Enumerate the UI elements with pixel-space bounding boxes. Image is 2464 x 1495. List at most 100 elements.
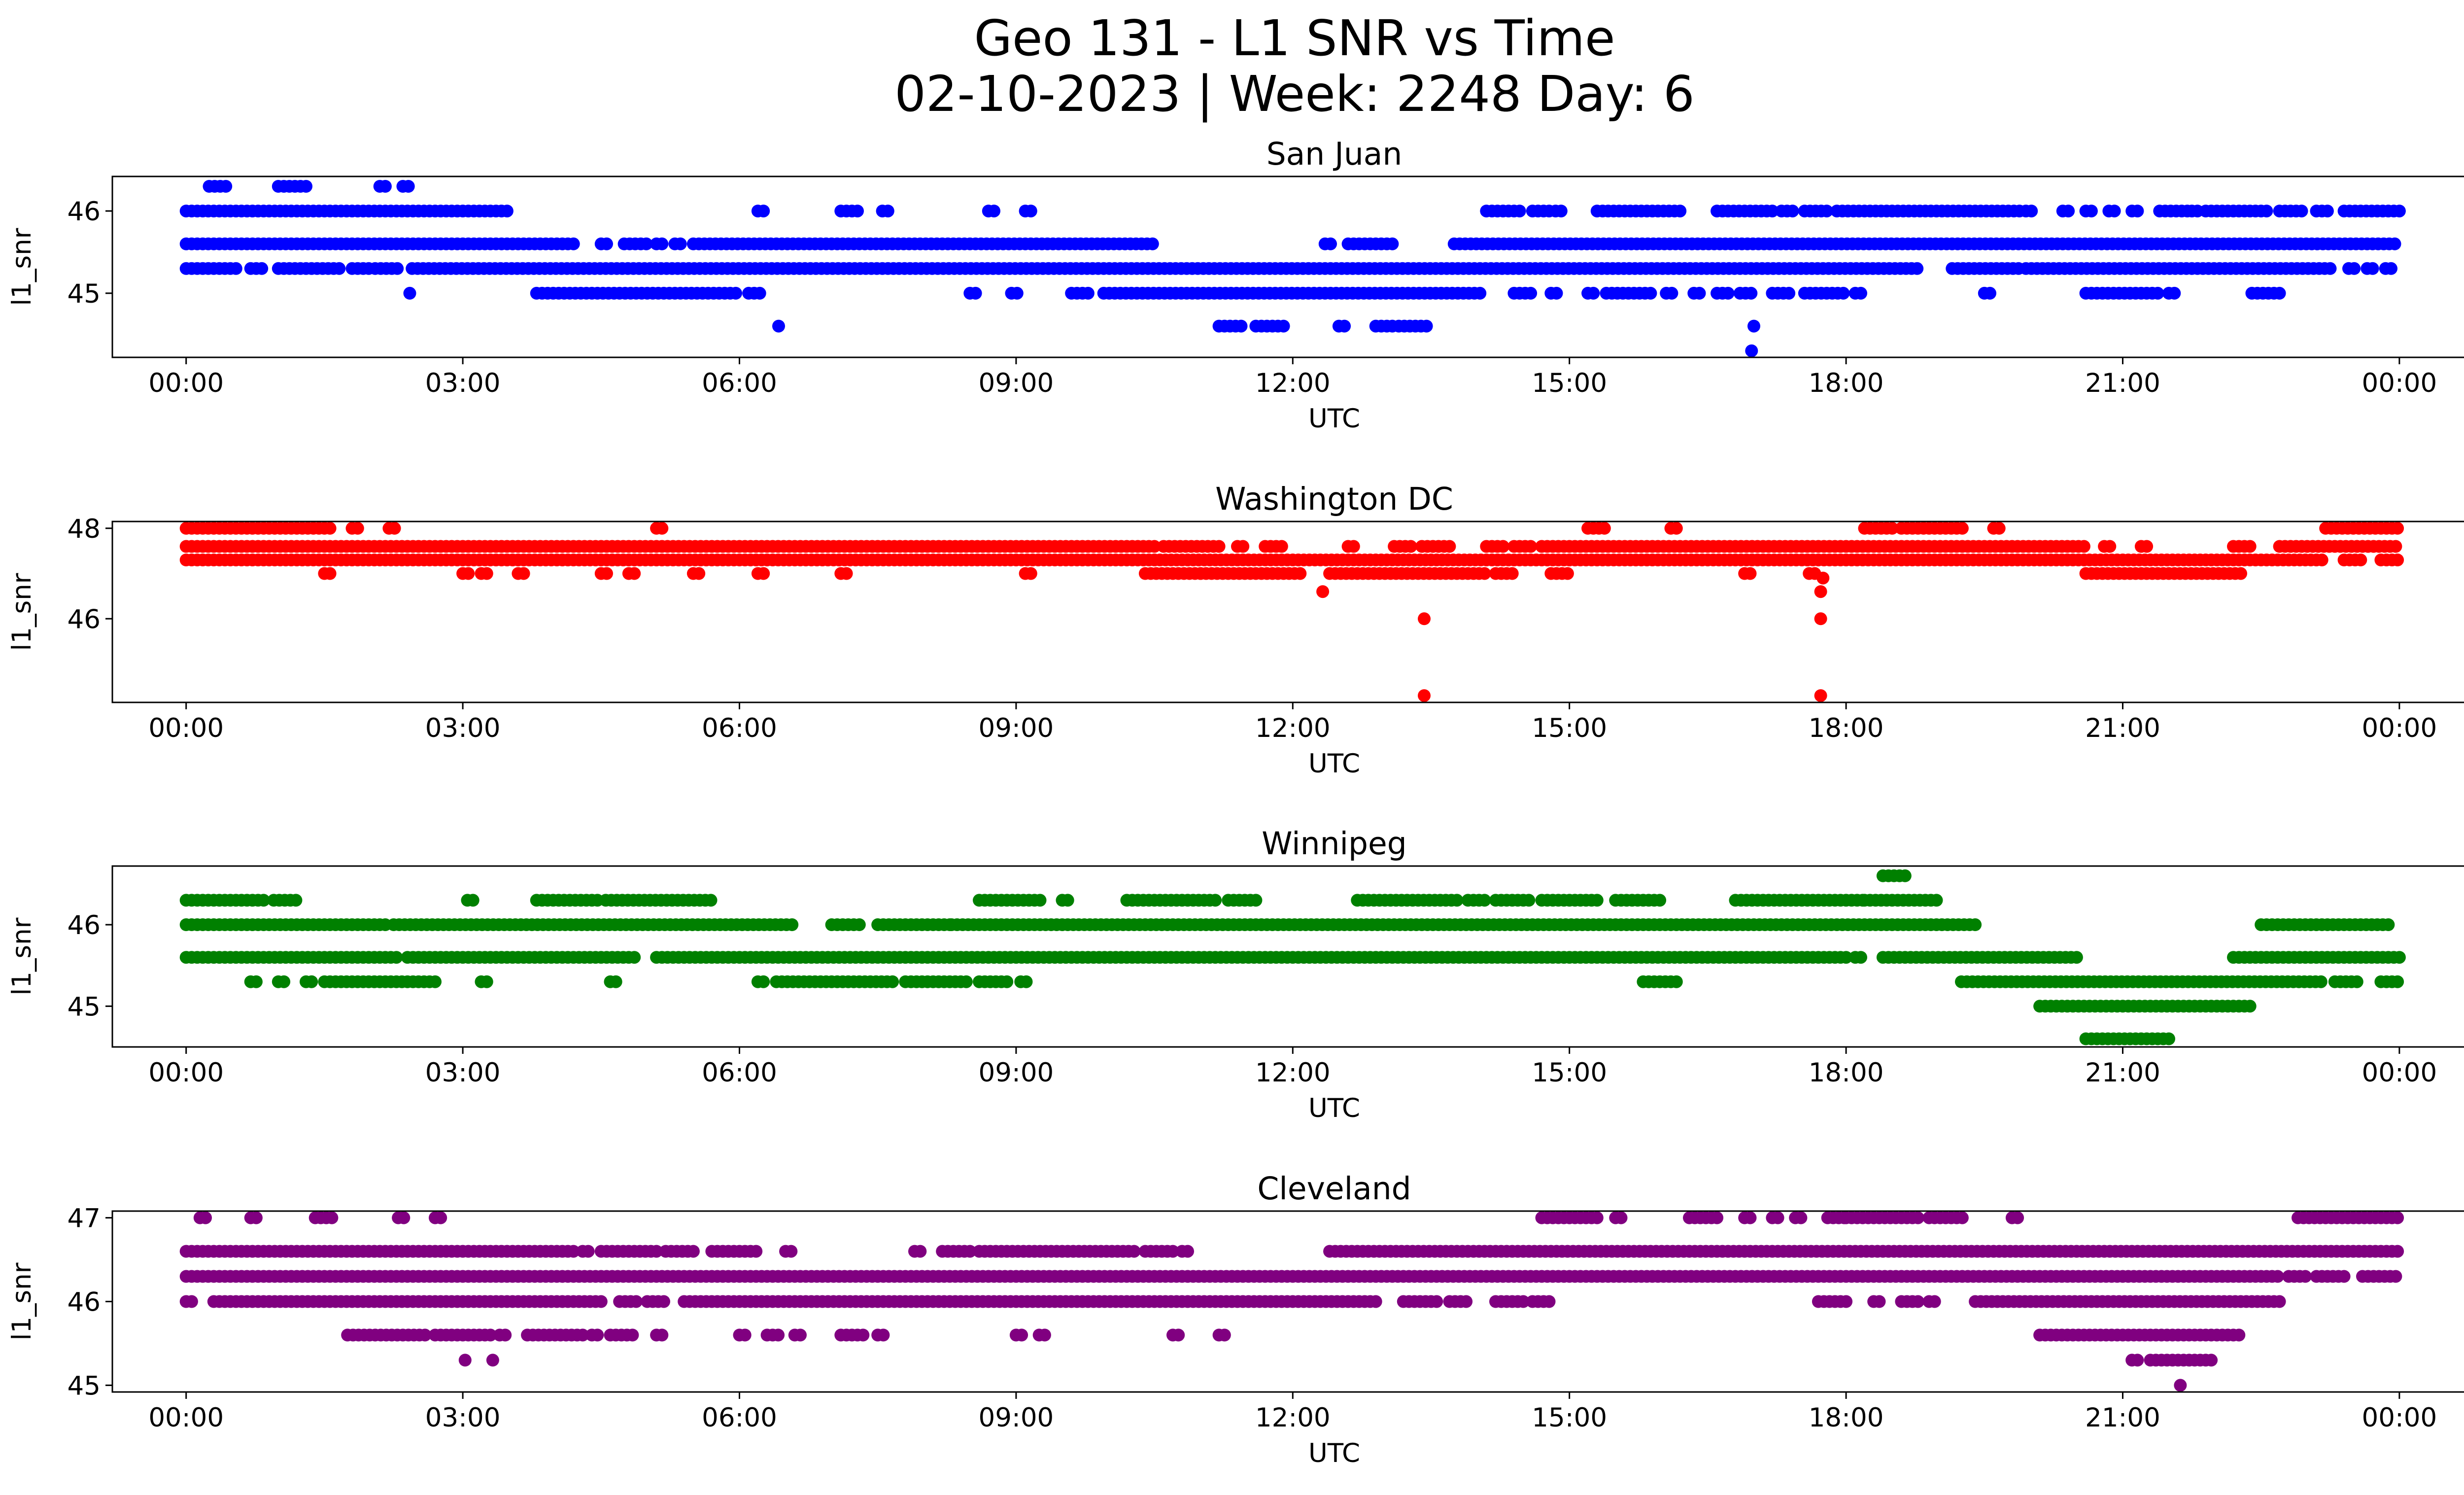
data-point <box>1820 205 1833 218</box>
data-point <box>1912 1211 1924 1224</box>
data-point <box>657 1295 670 1308</box>
x-tick-label: 21:00 <box>2085 1058 2160 1088</box>
data-point <box>594 1295 608 1308</box>
y-tick-label: 45 <box>68 992 101 1022</box>
data-point <box>462 567 475 580</box>
x-tick-label: 06:00 <box>702 1403 777 1433</box>
data-point <box>1338 319 1351 333</box>
data-point <box>1024 567 1037 580</box>
data-point <box>1000 975 1014 988</box>
data-point <box>988 205 1000 218</box>
subplot-0: 00:00 03:00 06:00 09:00 12:00 15:00 18:00 21:00… <box>7 136 2464 434</box>
x-axis-label: UTC <box>1308 1093 1360 1123</box>
data-point <box>786 918 799 931</box>
data-point <box>1166 1245 1179 1258</box>
data-point <box>1928 1295 1941 1308</box>
data-point <box>2077 540 2090 553</box>
data-point <box>2232 1328 2246 1342</box>
x-tick-label: 21:00 <box>2085 1403 2160 1433</box>
data-point <box>655 1328 669 1342</box>
data-point <box>1744 1211 1757 1224</box>
x-tick-label: 03:00 <box>425 713 501 743</box>
data-point <box>1478 894 1491 907</box>
subplot-title: Cleveland <box>1257 1171 1411 1207</box>
x-tick-label: 00:00 <box>2362 1058 2437 1088</box>
data-point <box>2131 205 2144 218</box>
data-point <box>2243 1000 2257 1013</box>
data-point <box>1128 1245 1141 1258</box>
figure-title-line1: Geo 131 - L1 SNR vs Time <box>974 9 1615 67</box>
data-point <box>877 1328 890 1342</box>
x-tick-label: 21:00 <box>2085 713 2160 743</box>
data-point <box>277 975 291 988</box>
data-point <box>1854 951 1867 964</box>
data-point <box>1347 540 1360 553</box>
data-point <box>1081 286 1095 300</box>
data-point <box>2391 522 2404 535</box>
data-point <box>753 286 766 300</box>
data-point <box>2062 205 2075 218</box>
data-point <box>1969 918 1982 931</box>
data-point <box>1771 1211 1784 1224</box>
data-point <box>609 975 622 988</box>
data-point <box>2299 1270 2312 1283</box>
data-point <box>391 262 404 275</box>
data-point <box>840 567 853 580</box>
subplot-title: Winnipeg <box>1262 826 1407 862</box>
data-point <box>1745 286 1758 300</box>
data-point <box>851 205 864 218</box>
data-point <box>914 1245 927 1258</box>
data-point <box>325 1211 339 1224</box>
y-tick-label: 45 <box>68 1371 101 1401</box>
data-point <box>692 567 706 580</box>
data-point <box>2315 554 2328 566</box>
x-tick-label: 15:00 <box>1532 1058 1607 1088</box>
data-point <box>1590 894 1604 907</box>
data-point <box>640 237 653 250</box>
subplot-1: 00:00 03:00 06:00 09:00 12:00 15:00 18:00 21:00… <box>7 481 2464 779</box>
data-point <box>881 205 894 218</box>
x-tick-label: 06:00 <box>702 713 777 743</box>
data-point <box>757 205 770 218</box>
data-point <box>2366 262 2379 275</box>
data-point <box>2103 540 2117 553</box>
data-point <box>1840 951 1853 964</box>
data-point <box>1148 540 1161 553</box>
data-point <box>458 1354 472 1367</box>
data-point <box>2295 205 2308 218</box>
data-point <box>1473 286 1487 300</box>
data-point <box>794 1328 807 1342</box>
data-point <box>1814 612 1827 626</box>
data-point <box>567 237 580 250</box>
data-point <box>1172 1328 1185 1342</box>
data-point <box>650 1245 663 1258</box>
x-tick-label: 15:00 <box>1532 713 1607 743</box>
data-point <box>2260 205 2273 218</box>
data-point <box>255 262 269 275</box>
data-point <box>655 522 669 535</box>
data-point <box>388 522 401 535</box>
y-tick-label: 46 <box>68 604 101 634</box>
data-point <box>2337 1270 2351 1283</box>
data-point <box>1218 1328 1231 1342</box>
x-tick-label: 12:00 <box>1255 1058 1331 1088</box>
data-point <box>1324 237 1337 250</box>
data-point <box>856 1328 870 1342</box>
data-point <box>1693 286 1706 300</box>
data-point <box>1033 894 1047 907</box>
data-point <box>1420 319 1433 333</box>
data-point <box>1992 522 2006 535</box>
data-point <box>219 180 233 193</box>
data-point <box>1711 1211 1724 1224</box>
axes-frame <box>111 865 2464 1048</box>
data-point <box>1249 894 1263 907</box>
data-point <box>591 1328 604 1342</box>
data-point <box>517 567 530 580</box>
data-point <box>500 205 513 218</box>
x-tick-label: 00:00 <box>2362 368 2437 398</box>
data-point <box>1460 1295 1473 1308</box>
data-point <box>757 975 770 988</box>
x-tick-label: 00:00 <box>148 1403 224 1433</box>
data-point <box>1010 286 1024 300</box>
data-point <box>1209 894 1222 907</box>
